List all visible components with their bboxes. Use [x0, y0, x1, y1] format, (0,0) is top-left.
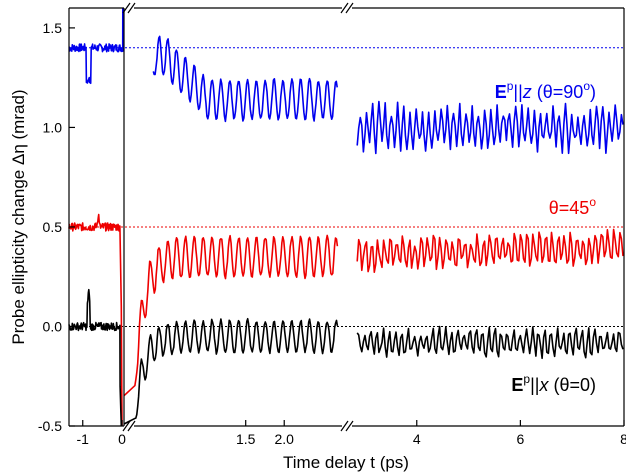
series-trace-early: [123, 317, 339, 425]
y-tick-label: 1.5: [43, 20, 63, 36]
series-trace-pre: [68, 288, 123, 427]
series-label-theta-90-sup: p: [507, 79, 514, 93]
series-label-theta-45: θ=45o: [549, 195, 597, 218]
y-tick-label: 0.5: [43, 219, 63, 235]
series-trace-late: [356, 228, 624, 273]
series-label-theta-0: Ep||x (θ=0): [511, 372, 596, 395]
series-trace-pre: [68, 7, 124, 85]
series-label-theta-45-main: θ=45: [549, 198, 590, 218]
series-trace-late: [356, 100, 624, 155]
y-axis-title: Probe ellipticity change Δη (mrad): [9, 89, 28, 344]
axis-breaks: [122, 2, 354, 432]
series-label-theta-0-tail: (θ=0): [548, 375, 596, 395]
x-tick-label: 0: [118, 431, 126, 447]
series-label-theta-90-deg: o: [583, 79, 590, 93]
series-label-theta-45-deg: o: [589, 195, 596, 209]
series-trace-early: [123, 234, 339, 397]
x-tick-label: 6: [516, 431, 524, 447]
series-label-theta-90-tail: (θ=90: [532, 82, 584, 102]
x-tick-label: 8: [620, 431, 626, 447]
series-trace-early: [152, 35, 338, 123]
series-label-theta-90-italic: z: [522, 82, 532, 102]
series-label-theta-0-sup: p: [523, 372, 530, 386]
x-tick-label: 1.5: [236, 431, 256, 447]
x-tick-label: 4: [413, 431, 421, 447]
x-tick-label: -1: [77, 431, 90, 447]
series-trace-late: [356, 325, 624, 360]
series-label-theta-90-rest: ||: [513, 82, 522, 102]
series-layer: [68, 7, 624, 427]
x-axis-title: Time delay t (ps): [283, 453, 409, 472]
plot-frame: [68, 7, 625, 427]
series-label-theta-0-italic: x: [538, 375, 549, 395]
x-axis-ticks: -1 0 1.5 2.0 4 6 8: [77, 420, 626, 447]
y-tick-label: 1.0: [43, 119, 63, 135]
series-label-theta-90-close: ): [590, 82, 596, 102]
x-tick-label: 2.0: [274, 431, 294, 447]
y-axis-ticks: -0.5 0.0 0.5 1.0 1.5: [38, 20, 75, 434]
y-tick-label: -0.5: [38, 418, 62, 434]
series-label-theta-0-main: E: [511, 375, 523, 395]
series-label-theta-90-main: E: [495, 82, 507, 102]
series-trace-pre: [68, 213, 123, 427]
series-label-theta-0-rest: ||: [530, 375, 539, 395]
y-tick-label: 0.0: [43, 318, 63, 334]
series-label-theta-90: Ep||z (θ=90o): [495, 79, 596, 102]
